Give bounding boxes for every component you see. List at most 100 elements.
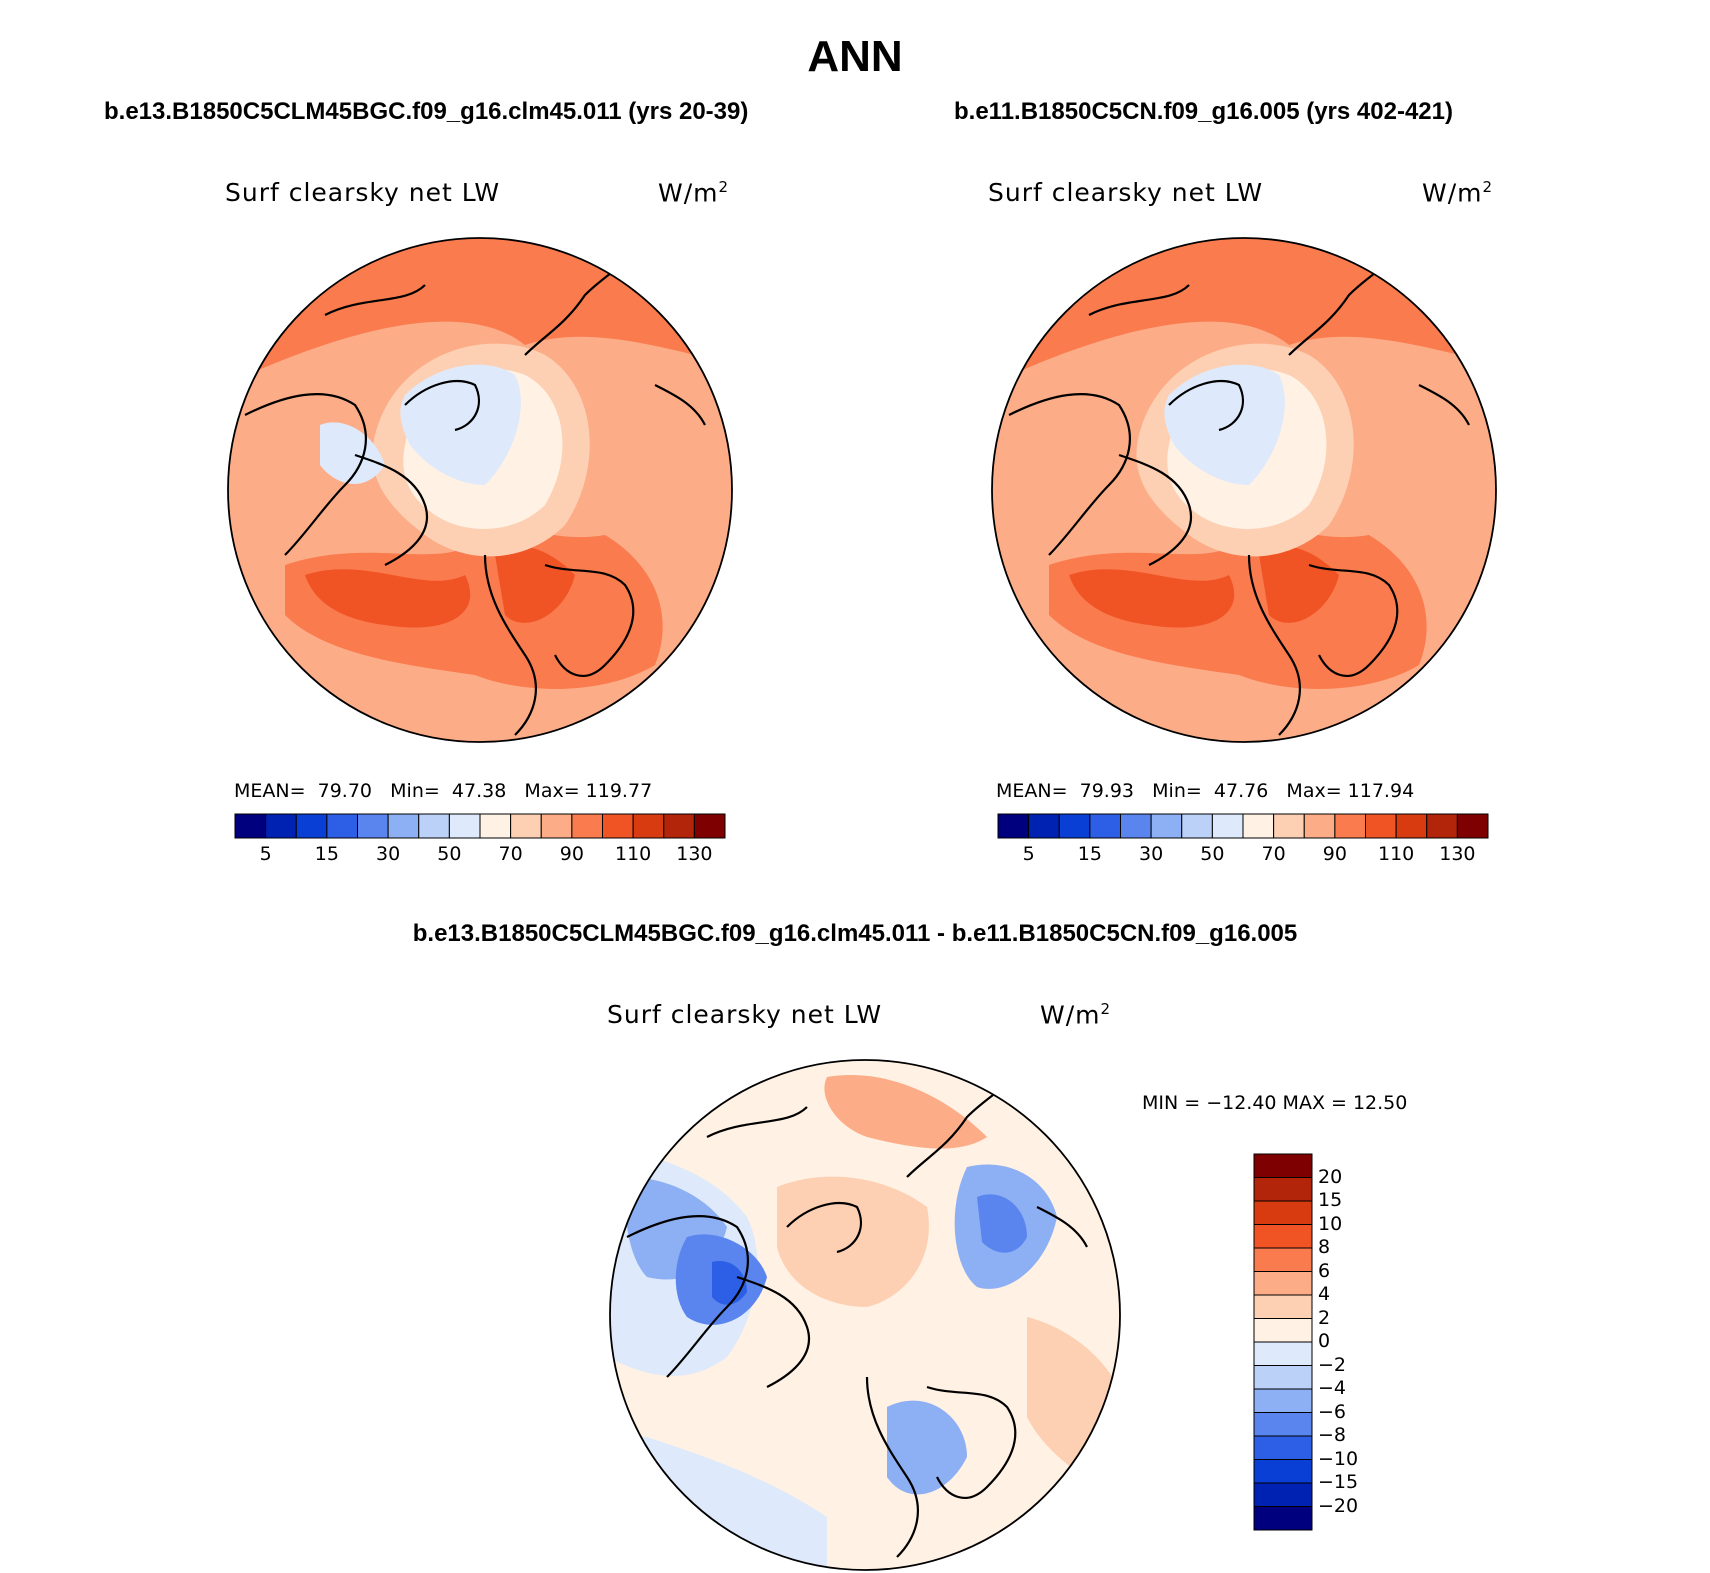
colorbar-swatch — [510, 813, 542, 839]
case1-min: 47.38 — [451, 780, 507, 802]
colorbar-tick-label: −10 — [1318, 1447, 1359, 1470]
map-difference — [609, 1059, 1121, 1571]
colorbar-swatch — [234, 813, 267, 839]
colorbar-swatch — [1028, 813, 1060, 839]
colorbar-tick-label: 30 — [376, 843, 401, 865]
colorbar-swatch — [1253, 1177, 1313, 1202]
colorbar-tick-label: 130 — [1439, 843, 1476, 865]
colorbar-tick-label: 50 — [437, 843, 462, 865]
colorbar-swatch — [1253, 1153, 1313, 1178]
colorbar-swatch — [1058, 813, 1091, 839]
colorbar-swatch — [571, 813, 603, 839]
colorbar-tick-label: −8 — [1318, 1424, 1347, 1446]
colorbar-diff — [1253, 1153, 1313, 1531]
colorbar-tick-label: 90 — [559, 843, 584, 865]
page-title: ANN — [807, 32, 903, 81]
colorbar-swatch — [479, 813, 512, 839]
colorbar-swatch — [326, 813, 358, 839]
colorbar-swatch — [1253, 1506, 1313, 1531]
colorbar-swatch — [448, 813, 481, 839]
colorbar-swatch — [1211, 813, 1244, 839]
colorbar-tick-label: 50 — [1200, 843, 1225, 865]
case1-max: 119.77 — [585, 780, 653, 802]
colorbar-swatch — [1253, 1318, 1313, 1343]
colorbar-tick-label: 15 — [314, 843, 339, 865]
case2-max: 117.94 — [1347, 780, 1415, 802]
colorbar-swatch — [1253, 1247, 1313, 1272]
colorbar-swatch — [418, 813, 450, 839]
colorbar-tick-label: −4 — [1318, 1377, 1347, 1399]
colorbar-swatch — [1253, 1365, 1313, 1390]
panel1-units-label: W/m2 — [658, 178, 730, 208]
colorbar-swatch — [1395, 813, 1428, 839]
colorbar-swatch — [1181, 813, 1213, 839]
panel2-variable-label: Surf clearsky net LW — [988, 178, 1264, 207]
colorbar-tick-label: 15 — [1318, 1189, 1343, 1211]
map-case1 — [227, 237, 733, 743]
colorbar-swatch — [1334, 813, 1366, 839]
diff-minmax: MIN = −12.40 MAX = 12.50 — [1142, 1092, 1408, 1114]
colorbar-tick-label: 2 — [1318, 1306, 1331, 1329]
colorbar-tick-label: 5 — [1022, 843, 1035, 865]
colorbar-tick-label: −2 — [1318, 1353, 1347, 1376]
colorbar-case1 — [234, 813, 726, 839]
colorbar-tick-label: 30 — [1139, 843, 1164, 865]
colorbar-swatch — [1253, 1224, 1313, 1249]
colorbar-swatch — [632, 813, 665, 839]
diff-title: b.e13.B1850C5CLM45BGC.f09_g16.clm45.011 … — [412, 920, 1298, 947]
colorbar-tick-label: 70 — [1261, 843, 1286, 865]
colorbar-swatch — [1365, 813, 1397, 839]
colorbar-tick-label: 20 — [1318, 1165, 1343, 1188]
case1-title: b.e13.B1850C5CLM45BGC.f09_g16.clm45.011 … — [104, 98, 749, 125]
case2-stats: MEAN= 79.93 Min= 47.76 Max= 117.94 — [996, 780, 1415, 802]
colorbar-swatch — [1150, 813, 1183, 839]
colorbar-tick-label: 0 — [1318, 1330, 1331, 1352]
colorbar-tick-label: 15 — [1077, 843, 1102, 865]
colorbar-swatch — [1273, 813, 1305, 839]
colorbar-tick-label: −20 — [1318, 1494, 1359, 1517]
colorbar-swatch — [1253, 1341, 1313, 1366]
colorbar-swatch — [1120, 813, 1152, 839]
colorbar-tick-label: 90 — [1322, 843, 1347, 865]
colorbar-swatch — [1456, 813, 1489, 839]
colorbar-tick-label: −15 — [1318, 1471, 1359, 1493]
colorbar-swatch — [1303, 813, 1336, 839]
colorbar-swatch — [1253, 1435, 1313, 1460]
colorbar-tick-label: 6 — [1318, 1259, 1331, 1282]
colorbar-swatch — [1253, 1200, 1313, 1225]
case1-mean: 79.70 — [317, 780, 373, 802]
diff-variable-label: Surf clearsky net LW — [607, 1000, 883, 1029]
colorbar-swatch — [540, 813, 573, 839]
colorbar-swatch — [1253, 1482, 1313, 1507]
diff-units-label: W/m2 — [1040, 1000, 1112, 1030]
panel2-units-label: W/m2 — [1422, 178, 1494, 208]
colorbar-swatch — [1253, 1459, 1313, 1484]
colorbar-swatch — [295, 813, 328, 839]
colorbar-swatch — [997, 813, 1030, 839]
colorbar-tick-label: 110 — [614, 843, 652, 865]
colorbar-swatch — [1426, 813, 1458, 839]
colorbar-swatch — [1089, 813, 1121, 839]
colorbar-swatch — [1253, 1412, 1313, 1437]
colorbar-tick-label: 8 — [1318, 1236, 1331, 1258]
colorbar-tick-label: 110 — [1377, 843, 1415, 865]
colorbar-swatch — [663, 813, 695, 839]
colorbar-tick-label: 130 — [676, 843, 713, 865]
colorbar-swatch — [693, 813, 726, 839]
colorbar-swatch — [357, 813, 389, 839]
colorbar-tick-label: 4 — [1318, 1283, 1331, 1305]
case1-stats: MEAN= 79.70 Min= 47.38 Max= 119.77 — [234, 780, 653, 802]
colorbar-swatch — [1253, 1388, 1313, 1413]
colorbar-swatch — [602, 813, 634, 839]
map-case2 — [991, 237, 1497, 743]
colorbar-swatch — [387, 813, 420, 839]
colorbar-swatch — [265, 813, 297, 839]
colorbar-swatch — [1242, 813, 1275, 839]
colorbar-swatch — [1253, 1271, 1313, 1296]
colorbar-tick-label: −6 — [1318, 1400, 1347, 1423]
colorbar-swatch — [1253, 1294, 1313, 1319]
colorbar-case2 — [997, 813, 1489, 839]
case2-min: 47.76 — [1213, 780, 1269, 802]
colorbar-tick-label: 10 — [1318, 1212, 1343, 1235]
panel1-variable-label: Surf clearsky net LW — [225, 178, 501, 207]
